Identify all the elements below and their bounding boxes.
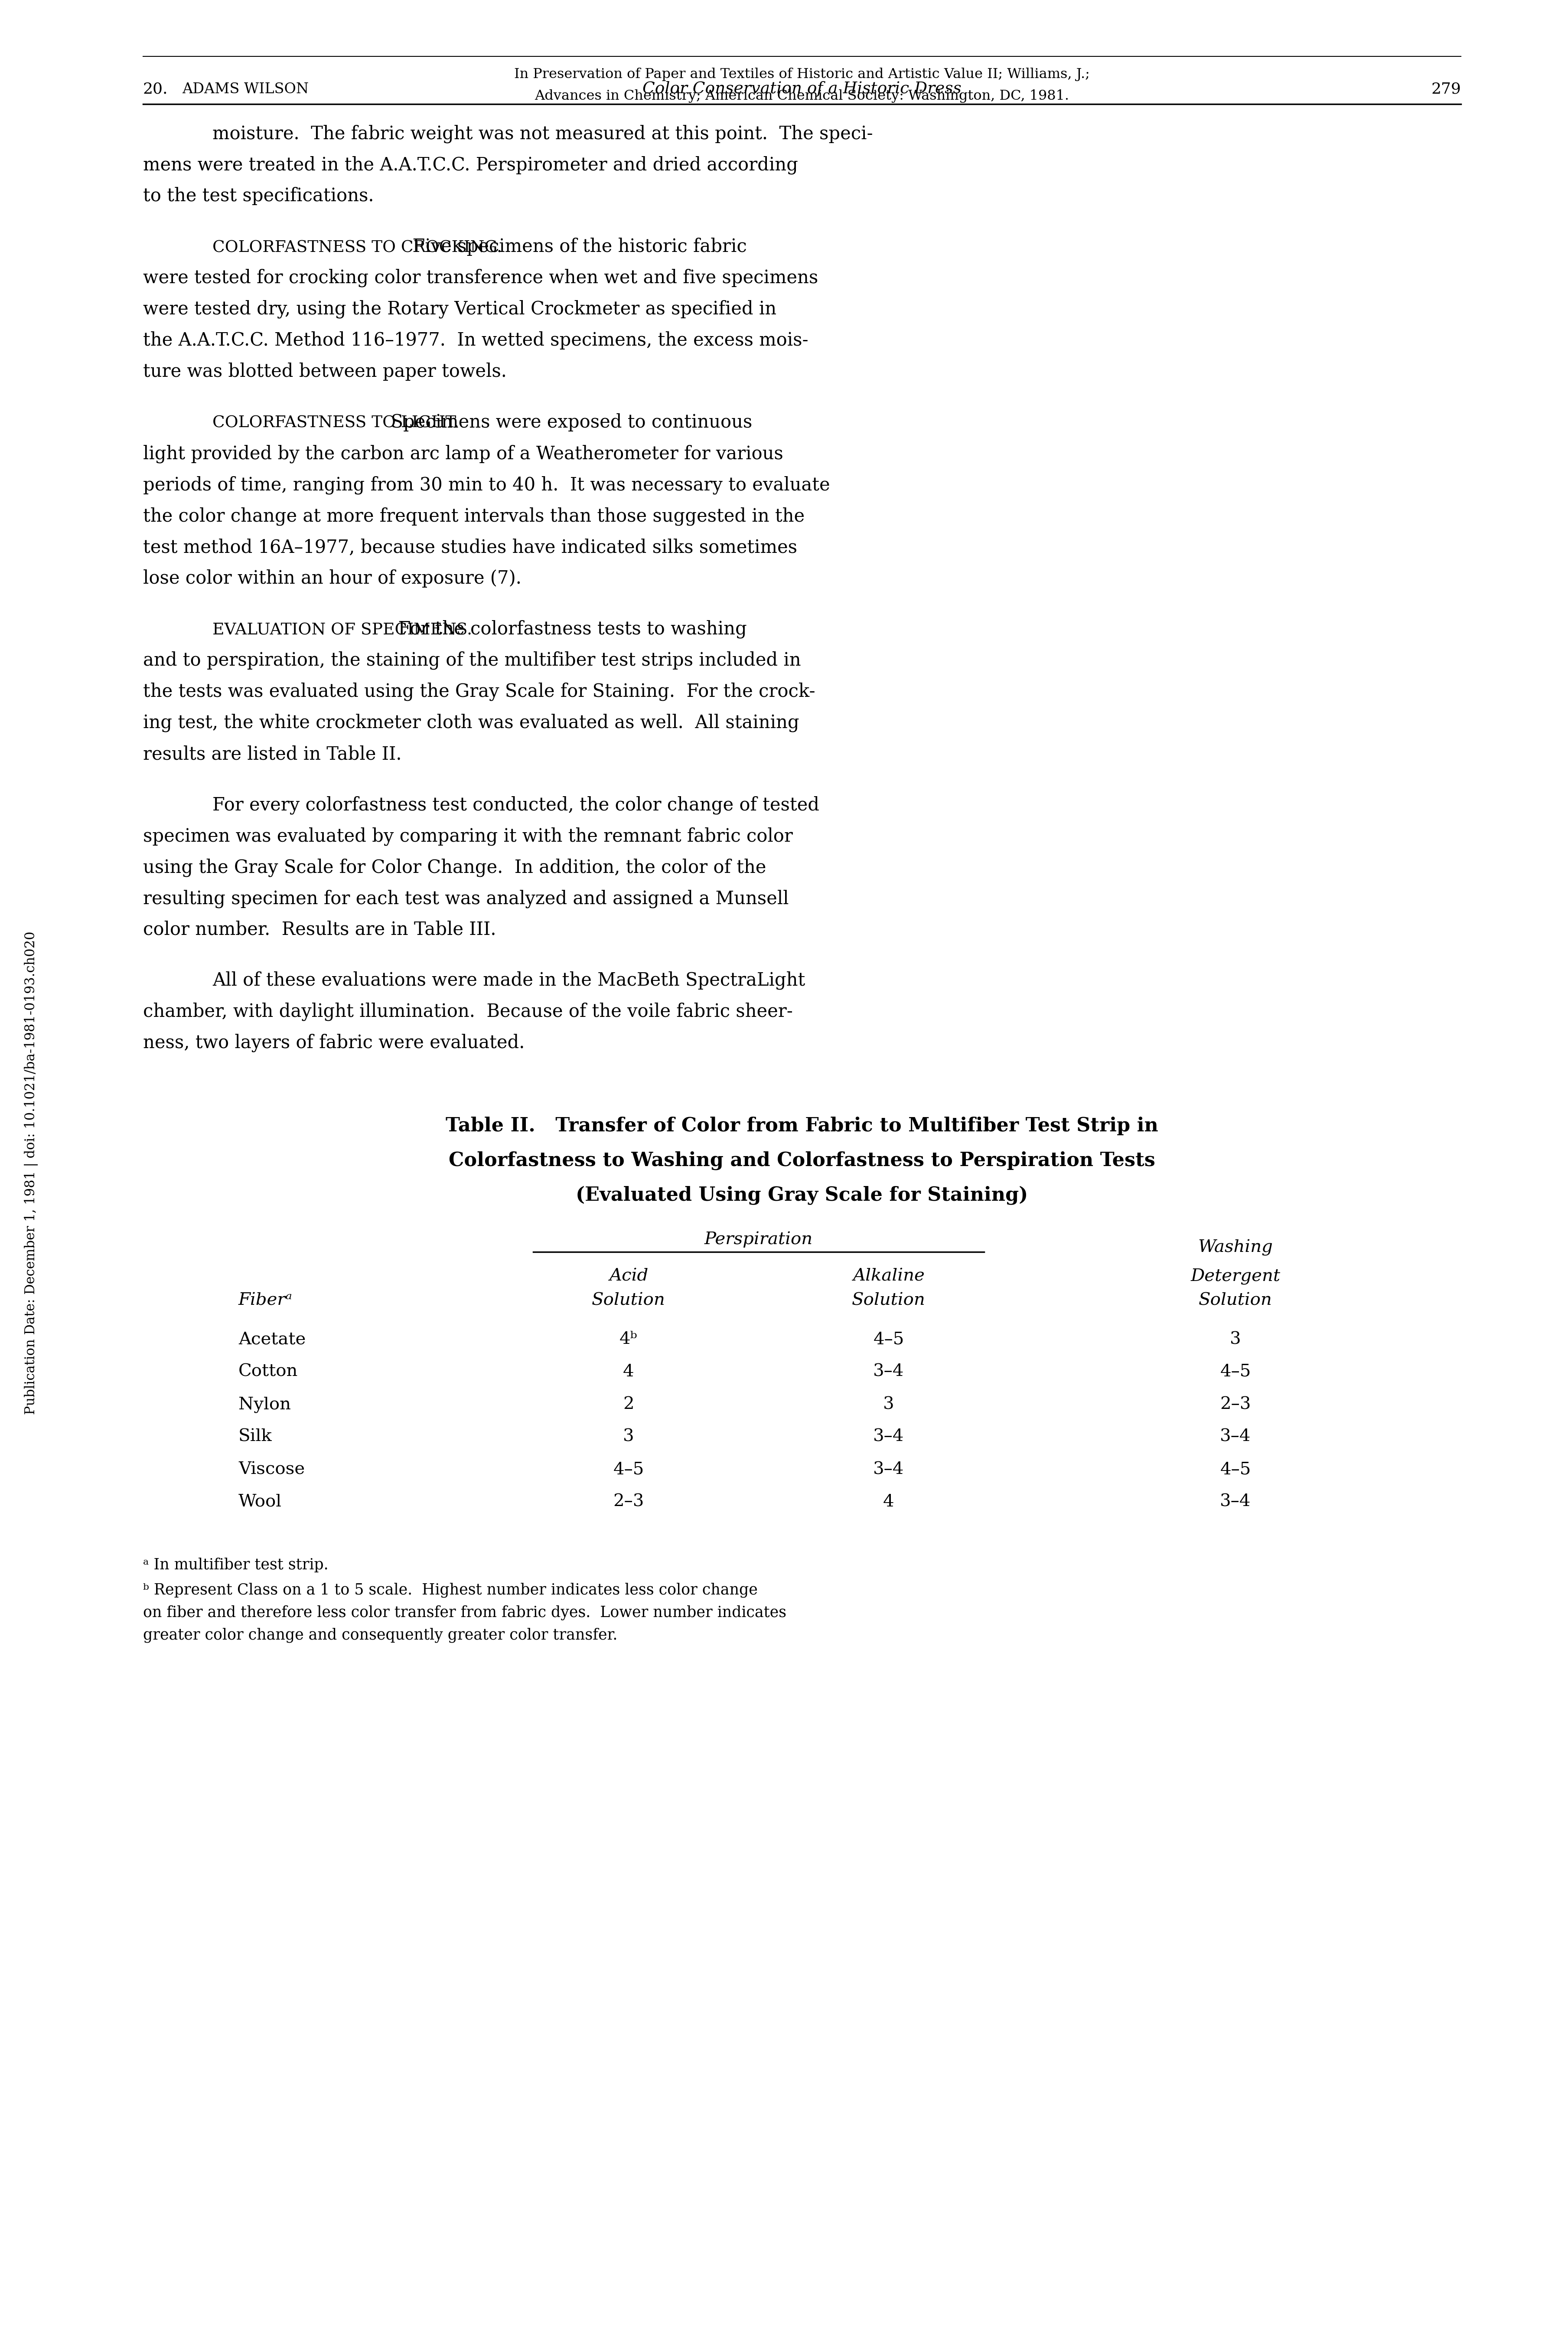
Text: the color change at more frequent intervals than those suggested in the: the color change at more frequent interv… — [143, 507, 804, 526]
Text: 3–4: 3–4 — [873, 1363, 905, 1379]
Text: EVALUATION OF SPECIMENS.: EVALUATION OF SPECIMENS. — [212, 622, 472, 638]
Text: 2–3: 2–3 — [613, 1494, 644, 1511]
Text: ᵇ Represent Class on a 1 to 5 scale.  Highest number indicates less color change: ᵇ Represent Class on a 1 to 5 scale. Hig… — [143, 1584, 757, 1598]
Text: Washing: Washing — [1198, 1239, 1273, 1255]
Text: 2: 2 — [622, 1396, 633, 1412]
Text: Acetate: Acetate — [238, 1330, 306, 1347]
Text: (Evaluated Using Gray Scale for Staining): (Evaluated Using Gray Scale for Staining… — [575, 1187, 1029, 1206]
Text: to the test specifications.: to the test specifications. — [143, 188, 373, 204]
Text: Color Conservation of a Historic Dress: Color Conservation of a Historic Dress — [643, 82, 961, 96]
Text: test method 16A–1977, because studies have indicated silks sometimes: test method 16A–1977, because studies ha… — [143, 537, 797, 556]
Text: results are listed in Table II.: results are listed in Table II. — [143, 746, 401, 762]
Text: resulting specimen for each test was analyzed and assigned a Munsell: resulting specimen for each test was ana… — [143, 889, 789, 908]
Text: 279: 279 — [1432, 82, 1461, 96]
Text: 4–5: 4–5 — [613, 1462, 644, 1478]
Text: 4–5: 4–5 — [1220, 1462, 1251, 1478]
Text: ing test, the white crockmeter cloth was evaluated as well.  All staining: ing test, the white crockmeter cloth was… — [143, 713, 800, 732]
Text: Colorfastness to Washing and Colorfastness to Perspiration Tests: Colorfastness to Washing and Colorfastne… — [448, 1152, 1156, 1171]
Text: 3–4: 3–4 — [873, 1462, 905, 1478]
Text: Acid: Acid — [608, 1269, 648, 1286]
Text: Solution: Solution — [591, 1293, 665, 1309]
Text: 4: 4 — [622, 1363, 633, 1379]
Text: 3–4: 3–4 — [1220, 1494, 1251, 1511]
Text: 4–5: 4–5 — [1220, 1363, 1251, 1379]
Text: ture was blotted between paper towels.: ture was blotted between paper towels. — [143, 364, 506, 380]
Text: were tested for crocking color transference when wet and five specimens: were tested for crocking color transfere… — [143, 270, 818, 286]
Text: the tests was evaluated using the Gray Scale for Staining.  For the crock-: the tests was evaluated using the Gray S… — [143, 683, 815, 701]
Text: ᵃ In multifiber test strip.: ᵃ In multifiber test strip. — [143, 1558, 328, 1572]
Text: Viscose: Viscose — [238, 1462, 304, 1478]
Text: Solution: Solution — [1198, 1293, 1272, 1309]
Text: lose color within an hour of exposure (7).: lose color within an hour of exposure (7… — [143, 570, 522, 586]
Text: Silk: Silk — [238, 1429, 273, 1445]
Text: 4–5: 4–5 — [873, 1330, 905, 1347]
Text: Advances in Chemistry; American Chemical Society: Washington, DC, 1981.: Advances in Chemistry; American Chemical… — [535, 89, 1069, 103]
Text: All of these evaluations were made in the MacBeth SpectraLight: All of these evaluations were made in th… — [212, 971, 804, 990]
Text: the A.A.T.C.C. Method 116–1977.  In wetted specimens, the excess mois-: the A.A.T.C.C. Method 116–1977. In wette… — [143, 331, 809, 350]
Text: 3: 3 — [622, 1429, 633, 1445]
Text: were tested dry, using the Rotary Vertical Crockmeter as specified in: were tested dry, using the Rotary Vertic… — [143, 300, 776, 319]
Text: 3: 3 — [883, 1396, 894, 1412]
Text: Five specimens of the historic fabric: Five specimens of the historic fabric — [401, 237, 746, 256]
Text: Perspiration: Perspiration — [704, 1232, 812, 1248]
Text: 2–3: 2–3 — [1220, 1396, 1251, 1412]
Text: greater color change and consequently greater color transfer.: greater color change and consequently gr… — [143, 1628, 618, 1642]
Text: specimen was evaluated by comparing it with the remnant fabric color: specimen was evaluated by comparing it w… — [143, 826, 793, 845]
Text: periods of time, ranging from 30 min to 40 h.  It was necessary to evaluate: periods of time, ranging from 30 min to … — [143, 476, 829, 495]
Text: ness, two layers of fabric were evaluated.: ness, two layers of fabric were evaluate… — [143, 1035, 525, 1053]
Text: 4: 4 — [883, 1494, 894, 1511]
Text: Detergent: Detergent — [1190, 1269, 1281, 1286]
Text: For every colorfastness test conducted, the color change of tested: For every colorfastness test conducted, … — [212, 795, 820, 814]
Text: Alkaline: Alkaline — [853, 1269, 925, 1286]
Text: 20.: 20. — [143, 82, 168, 96]
Text: In Preservation of Paper and Textiles of Historic and Artistic Value II; William: In Preservation of Paper and Textiles of… — [514, 68, 1090, 82]
Text: 4ᵇ: 4ᵇ — [619, 1330, 638, 1347]
Text: on fiber and therefore less color transfer from fabric dyes.  Lower number indic: on fiber and therefore less color transf… — [143, 1605, 787, 1621]
Text: Cotton: Cotton — [238, 1363, 298, 1379]
Text: chamber, with daylight illumination.  Because of the voile fabric sheer-: chamber, with daylight illumination. Bec… — [143, 1002, 793, 1021]
Text: mens were treated in the A.A.T.C.C. Perspirometer and dried according: mens were treated in the A.A.T.C.C. Pers… — [143, 155, 798, 174]
Text: Wool: Wool — [238, 1494, 282, 1511]
Text: 3: 3 — [1229, 1330, 1240, 1347]
Text: moisture.  The fabric weight was not measured at this point.  The speci-: moisture. The fabric weight was not meas… — [212, 124, 873, 143]
Text: 3–4: 3–4 — [873, 1429, 905, 1445]
Text: using the Gray Scale for Color Change.  In addition, the color of the: using the Gray Scale for Color Change. I… — [143, 859, 767, 877]
Text: Table II.   Transfer of Color from Fabric to Multifiber Test Strip in: Table II. Transfer of Color from Fabric … — [445, 1117, 1159, 1135]
Text: ADAMS WILSON: ADAMS WILSON — [182, 82, 309, 96]
Text: COLORFASTNESS TO CROCKING.: COLORFASTNESS TO CROCKING. — [212, 239, 502, 256]
Text: Specimens were exposed to continuous: Specimens were exposed to continuous — [379, 413, 753, 432]
Text: color number.  Results are in Table III.: color number. Results are in Table III. — [143, 920, 495, 938]
Text: and to perspiration, the staining of the multifiber test strips included in: and to perspiration, the staining of the… — [143, 652, 801, 669]
Text: Nylon: Nylon — [238, 1396, 292, 1412]
Text: Publication Date: December 1, 1981 | doi: 10.1021/ba-1981-0193.ch020: Publication Date: December 1, 1981 | doi… — [24, 931, 38, 1415]
Text: For the colorfastness tests to washing: For the colorfastness tests to washing — [387, 619, 746, 638]
Text: light provided by the carbon arc lamp of a Weatherometer for various: light provided by the carbon arc lamp of… — [143, 443, 784, 462]
Text: Solution: Solution — [851, 1293, 925, 1309]
Text: 3–4: 3–4 — [1220, 1429, 1251, 1445]
Text: Fiberᵃ: Fiberᵃ — [238, 1293, 293, 1309]
Text: COLORFASTNESS TO LIGHT.: COLORFASTNESS TO LIGHT. — [212, 415, 459, 432]
